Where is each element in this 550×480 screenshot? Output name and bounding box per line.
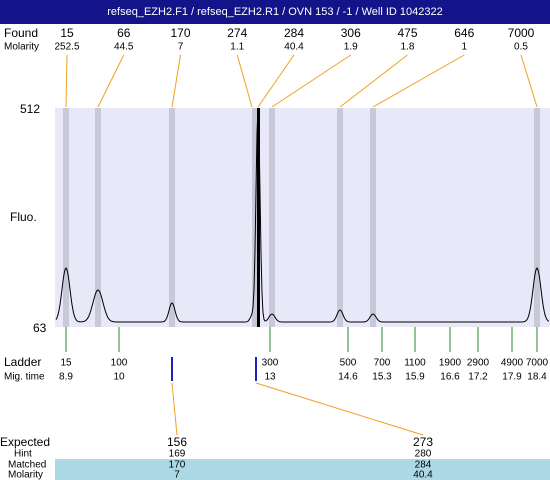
ladder-time: 18.4 [527,372,547,383]
ladder-size: 300 [262,358,279,369]
found-molarity: 40.4 [284,42,304,53]
ladder-time: 15.9 [405,372,425,383]
ladder-time: 16.6 [440,372,460,383]
found-molarity: 1.9 [344,42,358,53]
header-bar [0,0,550,24]
ladder-time: 8.9 [59,372,73,383]
ladder-size: 7000 [526,358,549,369]
molarity: 7 [174,470,180,480]
molarity-row-label: Molarity [8,470,43,480]
ladder-time: 17.9 [502,372,522,383]
connector [171,54,181,108]
found-size: 274 [227,26,247,40]
found-size: 646 [454,26,474,40]
ladder-time: 13 [264,372,276,383]
found-size: 306 [341,26,361,40]
ladder-size: 2900 [467,358,490,369]
connector [236,54,253,108]
trace [55,107,550,323]
matched: 170 [169,460,186,471]
found-molarity: 44.5 [114,42,134,53]
connector [97,54,125,108]
header-title: refseq_EZH2.F1 / refseq_EZH2.R1 / OVN 15… [107,6,442,18]
matched: 284 [415,460,432,471]
y-bottom: 63 [33,321,47,335]
molarity-label: Molarity [4,42,39,53]
peak-band [269,108,275,327]
ladder-time: 15.3 [372,372,392,383]
found-label: Found [4,26,38,40]
found-molarity: 1.8 [401,42,415,53]
expected-size: 273 [413,435,433,449]
molarity: 40.4 [413,470,433,480]
peak-band [169,108,175,327]
ladder-label: Ladder [4,355,41,369]
peak-band [534,108,540,327]
found-size: 15 [60,26,74,40]
ladder-size: 100 [111,358,128,369]
ladder-size: 500 [340,358,357,369]
hint: 169 [169,449,186,460]
found-size: 284 [284,26,304,40]
peak-band [257,108,260,327]
connector [171,382,178,436]
matched-label: Matched [8,460,46,471]
connector [339,54,408,108]
connector [257,54,295,108]
found-molarity: 1.1 [230,42,244,53]
ladder-size: 1900 [439,358,462,369]
connector [520,54,538,108]
found-molarity: 1 [461,42,467,53]
ladder-time: 17.2 [468,372,488,383]
peak-band [95,108,101,327]
y-label: Fluo. [10,210,37,224]
connector [271,54,352,108]
found-molarity: 0.5 [514,42,528,53]
matched-band [55,459,550,480]
ladder-size: 4900 [501,358,524,369]
ladder-size: 1100 [404,358,426,369]
plot-area [55,108,550,327]
found-molarity: 7 [178,42,184,53]
y-top: 512 [20,102,40,116]
peak-band [63,108,69,327]
peak-band [337,108,343,327]
found-size: 475 [397,26,417,40]
peak-band [252,108,258,327]
connector [372,54,465,108]
expected-size: 156 [167,435,187,449]
found-size: 170 [170,26,190,40]
found-size: 66 [117,26,131,40]
peak-band [370,108,376,327]
expected-label: Expected [0,435,50,449]
ladder-time: 10 [113,372,125,383]
hint: 280 [415,449,432,460]
hint-label: Hint [14,449,32,460]
found-molarity: 252.5 [54,42,79,53]
connector [65,54,68,108]
dynamic: 15252.56644.517072741.128440.43061.94751… [54,26,550,480]
connector [255,382,424,436]
time-label: Mig. time [4,372,45,383]
ladder-size: 700 [374,358,391,369]
found-size: 7000 [508,26,535,40]
ladder-size: 15 [60,358,72,369]
ladder-time: 14.6 [338,372,358,383]
